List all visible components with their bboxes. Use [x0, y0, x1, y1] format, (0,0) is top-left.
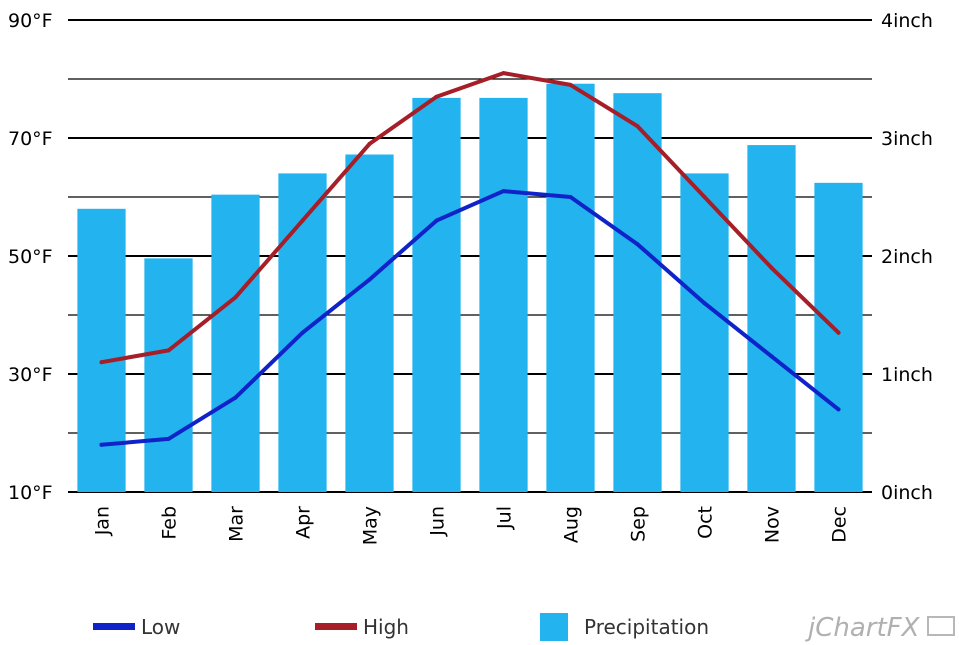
category-label: Dec	[829, 506, 851, 543]
left-axis-tick-labels: 10°F 30°F 50°F 70°F 90°F	[8, 10, 53, 504]
category-label: Jan	[92, 506, 114, 536]
legend-label: High	[363, 615, 409, 639]
high-point	[635, 124, 640, 129]
legend-swatch	[540, 613, 568, 641]
low-point	[568, 195, 573, 199]
high-line	[99, 71, 841, 365]
low-point	[769, 354, 774, 359]
low-point	[166, 436, 171, 441]
precipitation-bars	[77, 83, 863, 493]
precipitation-bar	[613, 93, 662, 492]
precipitation-bar	[680, 173, 729, 492]
right-tick-label: 1inch	[881, 364, 933, 386]
legend-swatch	[93, 623, 135, 630]
category-label: Oct	[695, 506, 717, 539]
category-label: Aug	[561, 506, 583, 543]
high-point	[367, 141, 372, 146]
temperature-lines	[99, 71, 841, 447]
left-tick-label: 90°F	[8, 10, 53, 32]
precipitation-bar	[345, 154, 394, 492]
category-label: Jul	[494, 506, 516, 530]
left-tick-label: 70°F	[8, 128, 53, 150]
left-tick-label: 50°F	[8, 246, 53, 268]
precipitation-bar	[412, 97, 461, 492]
brand-icon	[927, 616, 955, 636]
high-point	[434, 94, 439, 99]
low-point	[367, 277, 372, 282]
low-point	[501, 189, 506, 194]
category-label: Feb	[159, 506, 181, 540]
right-axis-tick-labels: 0inch 1inch 2inch 3inch 4inch	[881, 10, 933, 504]
high-point	[233, 295, 238, 300]
category-label: Jun	[427, 506, 449, 537]
left-tick-label: 10°F	[8, 482, 53, 504]
brand-logo: jChartFX	[805, 613, 921, 643]
right-tick-label: 2inch	[881, 246, 933, 268]
high-point	[99, 360, 104, 365]
high-point	[568, 82, 573, 87]
low-point	[635, 242, 640, 247]
precipitation-bar	[546, 83, 595, 492]
category-label: Mar	[226, 506, 248, 542]
gridlines	[68, 19, 872, 493]
precipitation-bar	[814, 182, 863, 492]
left-tick-label: 30°F	[8, 364, 53, 386]
legend-label: Precipitation	[584, 615, 709, 639]
low-point	[99, 442, 104, 447]
category-label: Apr	[293, 506, 315, 539]
precipitation-bar	[747, 145, 796, 492]
low-point	[233, 395, 238, 400]
precipitation-bar	[77, 208, 126, 493]
precipitation-bar	[211, 194, 260, 492]
low-point	[702, 301, 707, 306]
low-line	[99, 189, 841, 447]
right-tick-label: 4inch	[881, 10, 933, 32]
high-point	[501, 71, 506, 76]
low-point	[300, 330, 305, 335]
branding: jChartFX	[805, 613, 955, 643]
right-tick-label: 3inch	[881, 128, 933, 150]
high-point	[300, 218, 305, 223]
precipitation-bar	[144, 258, 193, 492]
legend-swatch	[315, 623, 357, 630]
high-point	[702, 195, 707, 199]
high-point	[769, 265, 774, 270]
category-label: Nov	[762, 506, 784, 543]
legend-label: Low	[141, 615, 180, 639]
category-axis-labels: Jan Feb Mar Apr May Jun Jul Aug Sep Oct Nov Dec	[92, 506, 851, 545]
category-label: May	[360, 506, 382, 545]
high-point	[166, 348, 171, 353]
low-point	[836, 407, 841, 412]
high-point	[836, 330, 841, 335]
precipitation-bar	[479, 97, 528, 492]
category-label: Sep	[628, 506, 650, 542]
legend: Low High Precipitation	[93, 613, 709, 641]
right-tick-label: 0inch	[881, 482, 933, 504]
low-point	[434, 218, 439, 223]
